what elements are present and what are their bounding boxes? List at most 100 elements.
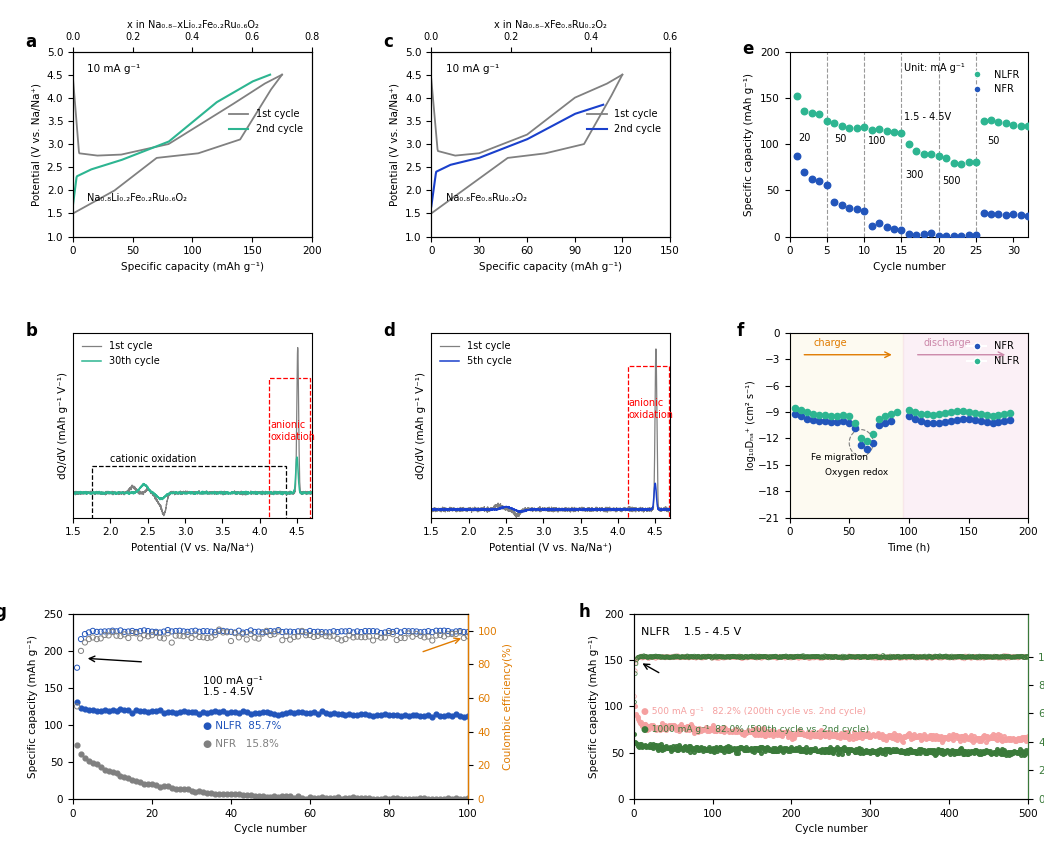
Point — [745, 649, 762, 663]
Point — [690, 649, 707, 663]
Point — [183, 631, 199, 645]
Point — [977, 649, 994, 663]
Point — [735, 741, 752, 755]
Point — [947, 746, 964, 760]
Point — [1019, 649, 1036, 663]
Point — [869, 651, 885, 665]
Point — [813, 745, 830, 758]
Point — [651, 650, 668, 664]
Point — [885, 650, 902, 664]
Point — [847, 650, 863, 664]
Point — [683, 650, 699, 664]
Point — [661, 718, 678, 732]
Point — [815, 746, 832, 759]
Point — [991, 731, 1007, 745]
Point — [898, 650, 915, 664]
Point — [393, 792, 409, 806]
Text: ● 1000 mA g⁻¹  82.0% (500th cycle vs. 2nd cycle): ● 1000 mA g⁻¹ 82.0% (500th cycle vs. 2nd… — [641, 725, 870, 734]
Point — [732, 651, 749, 665]
Point — [799, 405, 815, 419]
Point — [869, 746, 885, 760]
Point — [203, 631, 219, 644]
Y-axis label: dQ/dV (mAh g⁻¹ V⁻¹): dQ/dV (mAh g⁻¹ V⁻¹) — [416, 372, 426, 478]
Point — [136, 704, 152, 718]
Point — [685, 650, 702, 664]
Point — [911, 728, 928, 741]
Point — [853, 746, 870, 759]
Point — [737, 727, 754, 740]
Point — [853, 650, 870, 664]
Point — [678, 740, 694, 754]
Point — [1012, 734, 1028, 747]
Point — [435, 630, 452, 643]
Point — [648, 722, 665, 735]
Point — [853, 650, 870, 664]
Point — [777, 649, 793, 663]
Point — [242, 624, 259, 637]
Point — [926, 731, 943, 745]
Point — [827, 650, 844, 664]
Point — [707, 650, 723, 664]
Point — [869, 649, 885, 663]
Point — [397, 624, 413, 638]
Point — [928, 746, 945, 760]
Point — [668, 649, 685, 663]
Point — [1003, 733, 1020, 746]
Point — [459, 630, 476, 643]
Point — [911, 650, 928, 664]
Point — [748, 651, 764, 665]
Point — [793, 651, 810, 665]
Point — [1010, 731, 1026, 745]
Point — [892, 729, 908, 743]
Point — [925, 408, 942, 422]
Point — [881, 650, 898, 664]
Text: e: e — [741, 40, 753, 58]
Point — [727, 742, 743, 756]
Point — [990, 207, 1006, 221]
Point — [812, 650, 829, 664]
Point — [999, 649, 1016, 663]
Point — [175, 782, 192, 795]
Point — [749, 651, 765, 665]
Point — [1002, 731, 1019, 745]
Point — [964, 746, 980, 759]
Point — [649, 720, 666, 734]
Point — [978, 415, 995, 429]
Point — [915, 650, 931, 664]
Point — [722, 724, 739, 738]
Point — [635, 650, 651, 664]
Point — [659, 650, 675, 664]
Point — [661, 650, 678, 664]
Point — [345, 625, 361, 639]
Point — [655, 740, 671, 754]
Point — [947, 650, 964, 664]
Point — [836, 651, 853, 665]
Point — [844, 729, 860, 743]
Point — [626, 690, 643, 704]
Point — [630, 739, 646, 752]
Point — [995, 747, 1012, 761]
Point — [972, 731, 989, 745]
Point — [1002, 650, 1019, 664]
Point — [981, 650, 998, 664]
Point — [697, 743, 714, 757]
Point — [792, 728, 809, 741]
Point — [901, 227, 918, 241]
Point — [951, 649, 968, 663]
Point — [899, 746, 916, 759]
Point — [945, 733, 962, 746]
Point — [804, 649, 821, 663]
Point — [727, 725, 743, 739]
Point — [626, 699, 643, 713]
Point — [800, 743, 816, 757]
1st cycle — [299, 487, 311, 497]
Point — [908, 746, 925, 759]
Point — [898, 728, 915, 742]
Point — [1020, 650, 1037, 664]
Point — [905, 731, 922, 745]
Point — [762, 728, 779, 741]
Point — [669, 720, 686, 734]
Point — [705, 650, 721, 664]
Point — [892, 730, 908, 744]
Point — [298, 625, 314, 639]
